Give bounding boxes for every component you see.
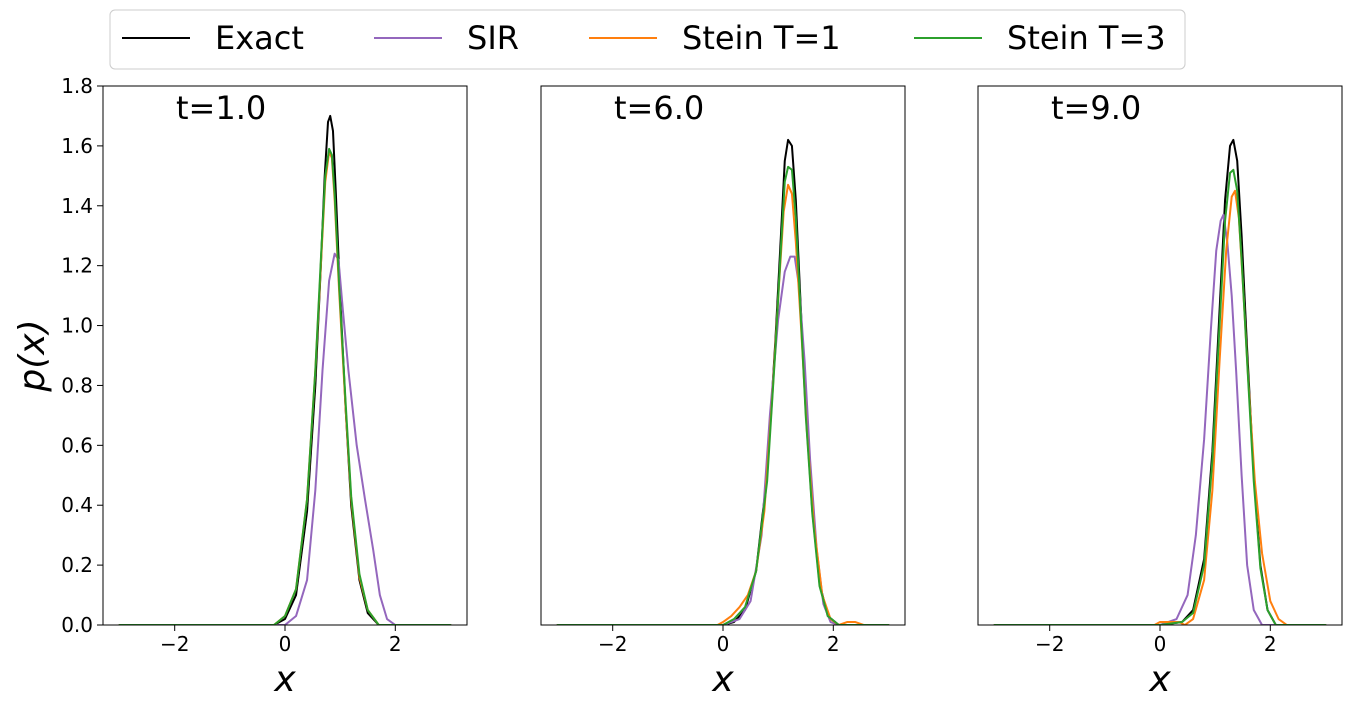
x-tick-label: −2 <box>1035 632 1064 656</box>
y-tick-label: 1.2 <box>61 254 93 278</box>
legend-entry-sir: SIR <box>374 19 519 57</box>
chart-panel-3: −2 0 2 x t=9.0 <box>977 85 1343 700</box>
series-line-exact <box>118 114 452 625</box>
series-group <box>556 138 890 625</box>
series-line-stein-t-3 <box>556 165 890 625</box>
legend-frame <box>109 9 1186 70</box>
y-axis-label: p(x) <box>12 319 53 392</box>
y-tick-label: 0.2 <box>61 553 93 577</box>
series-group <box>993 138 1327 625</box>
series-line-stein-t-3 <box>118 147 452 625</box>
y-tick-label: 0.8 <box>61 373 93 397</box>
series-line-exact <box>993 138 1327 625</box>
legend-entry-exact: Exact <box>122 19 304 57</box>
y-tick-label: 1.8 <box>61 74 93 98</box>
x-tick-label: −2 <box>160 632 189 656</box>
series-line-stein-t-1 <box>556 183 890 625</box>
y-tick-label: 1.6 <box>61 134 93 158</box>
series-line-sir <box>556 255 890 625</box>
legend-label-stein-t1: Stein T=1 <box>682 19 841 57</box>
x-tick-label: 2 <box>1264 632 1277 656</box>
axes-frame <box>540 85 906 626</box>
y-tick-label: 1.0 <box>61 314 93 338</box>
panel-annotation: t=1.0 <box>176 89 266 127</box>
series-line-sir <box>993 213 1327 625</box>
x-axis-label: x <box>273 659 296 700</box>
series-line-stein-t-1 <box>993 189 1327 625</box>
series-line-stein-t-3 <box>993 168 1327 625</box>
chart-panel-2: −2 0 2 x t=6.0 <box>540 85 906 700</box>
x-tick-label: −2 <box>598 632 627 656</box>
legend: Exact SIR Stein T=1 Stein T=3 <box>109 9 1186 70</box>
series-line-sir <box>118 252 452 625</box>
legend-label-exact: Exact <box>215 19 304 57</box>
x-tick-label: 0 <box>717 632 730 656</box>
series-line-stein-t-1 <box>118 150 452 625</box>
axes-frame <box>102 85 468 626</box>
legend-label-sir: SIR <box>467 19 519 57</box>
x-tick-label: 0 <box>279 632 292 656</box>
y-tick-label: 0.0 <box>61 613 93 637</box>
legend-label-stein-t3: Stein T=3 <box>1007 19 1166 57</box>
panel-annotation: t=9.0 <box>1051 89 1141 127</box>
y-tick-label: 0.6 <box>61 433 93 457</box>
x-axis-label: x <box>711 659 734 700</box>
series-line-exact <box>556 138 890 625</box>
x-tick-label: 2 <box>827 632 840 656</box>
x-tick-label: 0 <box>1154 632 1167 656</box>
x-axis-label: x <box>1148 659 1171 700</box>
chart-panel-1: −2 0 2 0.0 0.2 0.4 0.6 0.8 1.0 1.2 1.4 1.6 1.8 x p(x) t… <box>12 74 468 700</box>
panel-annotation: t=6.0 <box>614 89 704 127</box>
legend-entry-stein-t3: Stein T=3 <box>914 19 1166 57</box>
series-group <box>118 114 452 625</box>
axes-frame <box>977 85 1343 626</box>
y-tick-label: 0.4 <box>61 493 93 517</box>
legend-entry-stein-t1: Stein T=1 <box>589 19 841 57</box>
y-tick-label: 1.4 <box>61 194 93 218</box>
x-tick-label: 2 <box>389 632 402 656</box>
